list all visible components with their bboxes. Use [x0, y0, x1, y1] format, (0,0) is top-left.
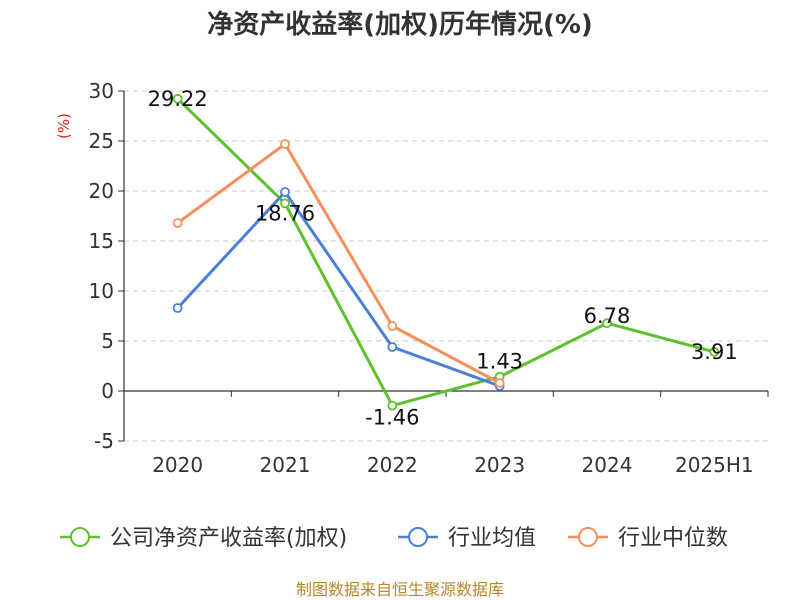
data-point [387, 342, 398, 352]
x-tick-label: 2024 [582, 453, 633, 477]
data-point [172, 218, 183, 228]
legend-label: 行业均值 [448, 526, 536, 551]
gridlines [124, 90, 768, 442]
series-line [176, 190, 501, 388]
y-tick-label: 5 [101, 329, 114, 353]
data-point [280, 187, 290, 197]
y-tick-label: -5 [94, 429, 114, 453]
data-point [494, 378, 505, 388]
data-point [172, 93, 183, 104]
legend-label: 公司净资产收益率(加权) [110, 526, 347, 551]
series-line [176, 142, 501, 385]
data-point [709, 346, 720, 357]
legend-marker [408, 527, 428, 547]
chart-title: 净资产收益率(加权)历年情况(%) [207, 9, 593, 40]
x-tick-label: 2020 [152, 453, 203, 477]
legend-marker [70, 527, 90, 547]
data-label: 1.43 [476, 350, 523, 374]
x-tick-label: 2021 [260, 453, 311, 477]
data-label: 6.78 [584, 304, 631, 328]
legend-marker [578, 527, 598, 547]
data-point [387, 321, 398, 331]
data-label: 29.22 [148, 87, 208, 111]
data-point [602, 318, 612, 329]
x-tick-label: 2022 [367, 453, 418, 477]
series-lines [172, 93, 720, 411]
source-note: 制图数据来自恒生聚源数据库 [296, 580, 504, 599]
data-point [172, 303, 183, 313]
data-label: 18.76 [255, 201, 315, 225]
data-label: 3.91 [691, 340, 738, 364]
data-label: -1.46 [365, 406, 419, 430]
x-tick-label: 2023 [474, 453, 525, 477]
data-labels: 29.22 18.76 -1.46 1.43 6.78 3.91 [148, 87, 738, 430]
legend: 公司净资产收益率(加权) 行业均值 行业中位数 [60, 526, 728, 551]
data-point [280, 139, 290, 149]
axes: 30 25 20 15 10 5 0 -5 2020 2021 2022 2023 2024 2025H1 [89, 79, 769, 477]
y-tick-label: 10 [89, 279, 114, 303]
legend-label: 行业中位数 [618, 526, 728, 551]
x-tick-label: 2025H1 [675, 453, 754, 477]
y-tick-label: 25 [89, 129, 114, 153]
y-axis-label: (%) [55, 113, 73, 139]
y-tick-label: 0 [101, 379, 114, 403]
data-point [387, 400, 398, 411]
y-tick-label: 30 [89, 79, 114, 103]
data-point [280, 198, 290, 209]
series-line [176, 97, 715, 408]
y-tick-label: 15 [89, 229, 114, 253]
y-tick-label: 20 [89, 179, 114, 203]
